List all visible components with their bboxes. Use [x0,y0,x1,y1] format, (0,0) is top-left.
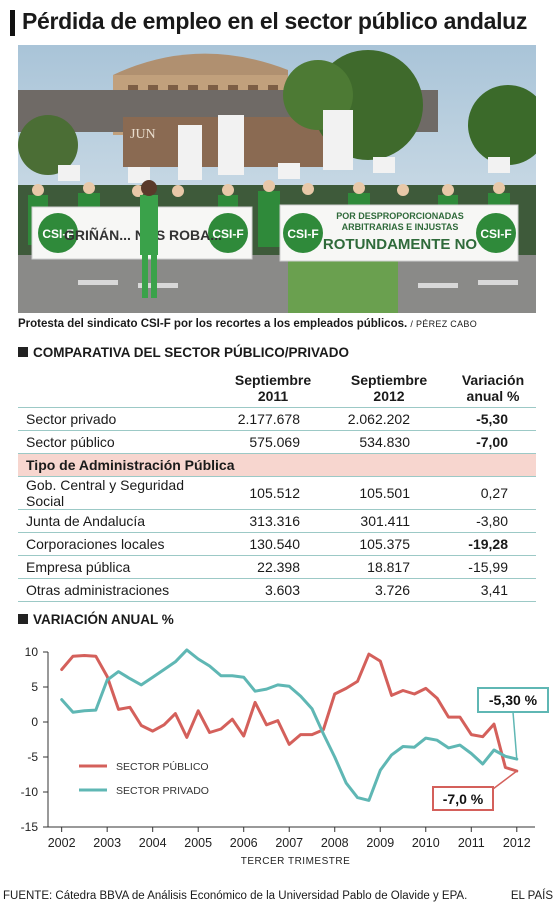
callout-leader-privado [512,711,518,760]
row-label: Gob. Central y Seguridad Social [18,476,218,510]
callout-label-publico: -7,0 % [443,791,484,807]
value-2011: 313.316 [218,509,328,533]
table-row: Corporaciones locales 130.540 105.375 -1… [18,532,536,556]
y-tick-label: -10 [21,785,39,799]
y-tick-label: -5 [27,750,38,764]
value-2012: 3.726 [328,578,450,602]
value-2011: 130.540 [218,532,328,556]
legend-label: SECTOR PRIVADO [116,785,209,797]
series-line-privado [60,648,519,802]
building-sign: JUN [130,127,156,142]
chart-heading: VARIACIÓN ANUAL % [18,612,174,627]
source-note: FUENTE: Cátedra BBVA de Análisis Económi… [3,890,468,902]
col-header-2011: Septiembre 2011 [234,372,312,404]
x-tick-label: 2010 [412,836,440,850]
y-tick-label: 10 [25,645,39,659]
title-block: Pérdida de empleo en el sector público a… [10,8,550,38]
col-header-2012: Septiembre 2012 [350,372,428,404]
table-subheader-row: Tipo de Administración Pública [18,453,536,477]
table-row: Empresa pública 22.398 18.817 -15,99 [18,555,536,579]
y-tick-label: 0 [31,715,38,729]
value-2011: 575.069 [218,430,328,454]
photo-caption-text: Protesta del sindicato CSI-F por los rec… [18,318,408,330]
square-bullet-icon [18,347,28,357]
x-tick-label: 2005 [184,836,212,850]
value-2012: 301.411 [328,509,450,533]
x-tick-label: 2004 [139,836,167,850]
series-line-publico [60,652,519,773]
value-2011: 105.512 [218,476,328,510]
value-variation: -7,00 [450,430,536,454]
callout-leader-publico [492,770,518,790]
table-row: Junta de Andalucía 313.316 301.411 -3,80 [18,509,536,533]
value-2011: 3.603 [218,578,328,602]
table-header-empty [18,368,218,408]
table-heading: COMPARATIVA DEL SECTOR PÚBLICO/PRIVADO [18,345,349,360]
table-row: Gob. Central y Seguridad Social 105.512 … [18,476,536,510]
x-tick-label: 2008 [321,836,349,850]
value-2012: 18.817 [328,555,450,579]
brand-name: EL PAÍS [510,890,553,902]
x-tick-label: 2012 [503,836,531,850]
x-tick-label: 2007 [275,836,303,850]
banner-right-line3: ROTUNDAMENTE NO [323,236,477,253]
banner-logo-left: CSI-F [42,227,73,241]
row-label: Junta de Andalucía [18,509,218,533]
protest-photo: JUN [18,45,536,313]
x-tick-label: 2003 [93,836,121,850]
x-tick-label: 2009 [366,836,394,850]
value-2012: 105.375 [328,532,450,556]
table-row: Sector privado 2.177.678 2.062.202 -5,30 [18,407,536,431]
row-label: Sector privado [18,407,218,431]
table-header-row: Septiembre 2011 Septiembre 2012 Variación a… [18,368,536,408]
table-row: Otras administraciones 3.603 3.726 3,41 [18,578,536,602]
banner-logo-right-2: CSI-F [480,227,511,241]
row-label: Empresa pública [18,555,218,579]
callout-box-publico [432,786,494,811]
square-bullet-icon [18,614,28,624]
comparison-table: Septiembre 2011 Septiembre 2012 Variación a… [18,368,536,602]
x-tick-label: 2002 [48,836,76,850]
value-variation: -15,99 [450,555,536,579]
value-variation: 0,27 [450,476,536,510]
value-2011: 2.177.678 [218,407,328,431]
callout-box-privado [477,687,549,713]
y-tick-label: 5 [31,680,38,694]
x-axis-label: TERCER TRIMESTRE [241,856,351,867]
title-accent-bar [10,10,15,36]
value-2011: 22.398 [218,555,328,579]
value-2012: 105.501 [328,476,450,510]
row-label: Otras administraciones [18,578,218,602]
value-variation: -5,30 [450,407,536,431]
banner-logo-left-2: CSI-F [212,227,243,241]
value-variation: -3,80 [450,509,536,533]
photo-credit: / PÉREZ CABO [410,319,478,329]
value-2012: 2.062.202 [328,407,450,431]
row-label: Corporaciones locales [18,532,218,556]
page-title: Pérdida de empleo en el sector público a… [22,8,528,34]
banner-logo-right: CSI-F [287,227,318,241]
banner-right-line1: POR DESPROPORCIONADAS [336,211,464,221]
value-variation: -19,28 [450,532,536,556]
y-tick-label: -15 [21,820,39,834]
legend-label: SECTOR PÚBLICO [116,760,209,773]
callout-label-privado: -5,30 % [489,692,538,708]
photo-caption: Protesta del sindicato CSI-F por los rec… [18,318,477,330]
chart-heading-text: VARIACIÓN ANUAL % [33,612,174,627]
x-tick-label: 2006 [230,836,258,850]
line-chart: 10 5 0 -5 -10 -15 2002 2003 2004 2005 2006 2007 2008… [21,645,549,867]
x-tick-label: 2011 [458,836,485,850]
row-label: Sector público [18,430,218,454]
table-heading-text: COMPARATIVA DEL SECTOR PÚBLICO/PRIVADO [33,345,350,360]
value-2012: 534.830 [328,430,450,454]
col-header-variation: Variación anual % [461,372,525,404]
table-row: Sector público 575.069 534.830 -7,00 [18,430,536,454]
banner-right-line2: ARBITRARIAS E INJUSTAS [342,222,459,232]
value-variation: 3,41 [450,578,536,602]
table-subheader: Tipo de Administración Pública [18,453,536,477]
